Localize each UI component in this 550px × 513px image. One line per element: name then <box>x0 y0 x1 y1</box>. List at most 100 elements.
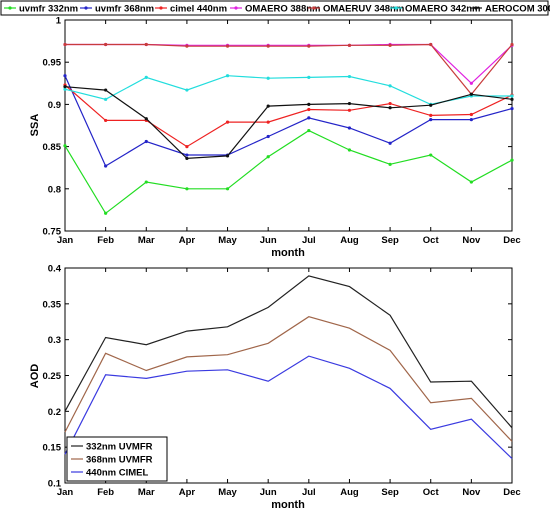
aod-series-440nm-cimel <box>64 355 513 460</box>
aod-xtick-label: Jul <box>302 487 316 498</box>
ssa-point-omaero-342nm <box>104 97 108 101</box>
ssa-point-uvmfr-332nm <box>144 180 148 184</box>
aod-xtick-label: Jan <box>57 487 74 498</box>
aod-legend-box <box>66 436 168 482</box>
ssa-point-uvmfr-368nm <box>347 126 352 130</box>
aod-legend-item-332nm-uvmfr: 332nm UVMFR <box>71 442 153 453</box>
aod-xtick-label: Feb <box>97 487 114 498</box>
ssa-point-aerocom-300nm <box>510 97 514 101</box>
ssa-point-aerocom-300nm <box>225 154 230 158</box>
ssa-point-aerocom-300nm <box>63 85 67 89</box>
ssa-ylabel: SSA <box>29 114 41 137</box>
ssa-line-uvmfr-332nm <box>64 129 513 215</box>
aod-legend-label: 332nm UVMFR <box>86 442 153 453</box>
aod-line-368nm-uvmfr <box>64 316 513 442</box>
ssa-point-uvmfr-368nm <box>388 141 392 145</box>
ssa-point-cimel-440nm <box>469 112 473 117</box>
aod-xtick-label: Mar <box>138 487 155 498</box>
ssa-point-uvmfr-332nm <box>225 187 230 191</box>
aod-line-332nm-uvmfr <box>64 275 513 429</box>
top-legend-label: uvmfr 368nm <box>95 4 154 15</box>
ssa-point-aerocom-300nm <box>347 101 352 106</box>
ssa-ytick-label: 0.95 <box>43 58 62 69</box>
ssa-xtick-label: Feb <box>97 235 114 246</box>
aod-ytick-label: 0.15 <box>43 443 62 454</box>
ssa-point-cimel-440nm <box>266 120 270 124</box>
ssa-point-omaero-342nm <box>266 76 270 80</box>
top-legend-label: cimel 440nm <box>170 4 227 15</box>
aod-ytick-label: 0.3 <box>48 335 61 346</box>
top-legend-marker <box>84 6 88 10</box>
ssa-xtick-label: Dec <box>503 235 520 246</box>
aod-xtick-label: Nov <box>462 487 481 498</box>
ssa-point-cimel-440nm <box>104 118 108 123</box>
ssa-ytick-label: 0.9 <box>48 100 61 111</box>
ssa-xtick-label: Jan <box>57 235 74 246</box>
ssa-point-uvmfr-332nm <box>429 153 433 157</box>
ssa-ytick-label: 0.75 <box>43 227 62 238</box>
aod-xtick-label: Aug <box>340 487 359 498</box>
ssa-series-aerocom-300nm <box>63 85 514 161</box>
ssa-point-uvmfr-332nm <box>185 187 189 191</box>
aod-legend-label: 368nm UVMFR <box>86 455 153 466</box>
aod-series-368nm-uvmfr <box>64 316 513 442</box>
ssa-point-uvmfr-332nm <box>266 155 270 159</box>
ssa-xtick-label: Nov <box>462 235 481 246</box>
aod-xtick-label: Dec <box>503 487 520 498</box>
top-legend-item-cimel-440nm: cimel 440nm <box>155 4 227 15</box>
ssa-point-uvmfr-368nm <box>144 139 148 144</box>
top-legend-label: OMAERUV 348nm <box>323 4 404 15</box>
aod-legend-item-440nm-cimel: 440nm CIMEL <box>71 468 148 479</box>
ssa-xlabel: month <box>271 247 305 259</box>
ssa-point-uvmfr-368nm <box>307 116 311 120</box>
aod-xtick-label: Apr <box>179 487 196 498</box>
aod-xtick-label: Jun <box>260 487 277 498</box>
ssa-point-omaero-342nm <box>388 84 392 88</box>
aod-legend-label: 440nm CIMEL <box>86 468 148 479</box>
top-legend-marker <box>312 6 316 10</box>
ssa-xtick-label: Jun <box>260 235 277 246</box>
ssa-point-uvmfr-332nm <box>510 158 514 162</box>
ssa-chart: Jan Feb Mar Apr May Jun Jul Aug Sep Oct Nov Dec 0.75… <box>29 16 521 260</box>
top-legend-item-uvmfr-332nm: uvmfr 332nm <box>4 4 78 15</box>
top-legend: uvmfr 332nm uvmfr 368nm cimel 440nm OMAERO … <box>0 0 550 16</box>
aod-xtick-label: Sep <box>381 487 399 498</box>
ssa-line-cimel-440nm <box>64 84 513 148</box>
ssa-point-omaeruv-348nm <box>388 43 392 47</box>
aod-xtick-label: May <box>218 487 237 498</box>
ssa-ytick-label: 0.85 <box>43 142 62 153</box>
top-legend-item-omaeruv-348nm: OMAERUV 348nm <box>308 4 404 15</box>
ssa-point-omaeruv-348nm <box>347 43 352 47</box>
ssa-point-omaero-342nm <box>144 75 148 79</box>
ssa-point-omaeruv-348nm <box>225 44 230 48</box>
top-legend-marker <box>474 6 478 10</box>
top-legend-marker <box>394 6 398 10</box>
aod-legend: 332nm UVMFR 368nm UVMFR 440nm CIMEL <box>66 436 168 482</box>
ssa-xtick-label: Mar <box>138 235 155 246</box>
ssa-point-omaero-342nm <box>225 74 230 78</box>
ssa-plot-area <box>64 19 513 232</box>
ssa-point-omaeruv-348nm <box>307 44 311 48</box>
ssa-point-uvmfr-332nm <box>469 180 473 184</box>
aod-ytick-label: 0.4 <box>48 264 62 275</box>
ssa-point-omaero-342nm <box>185 88 189 92</box>
top-legend-label: AEROCOM 300nm <box>485 4 550 15</box>
aod-xtick-label: Oct <box>423 487 440 498</box>
ssa-point-omaeruv-348nm <box>104 42 108 47</box>
ssa-xtick-label: May <box>218 235 237 246</box>
aod-ytick-label: 0.2 <box>48 407 61 418</box>
ssa-xtick-label: Sep <box>381 235 399 246</box>
ssa-point-uvmfr-368nm <box>185 153 189 157</box>
ssa-point-uvmfr-368nm <box>469 117 473 122</box>
ssa-point-uvmfr-368nm <box>266 134 270 139</box>
aod-ytick-label: 0.25 <box>43 371 62 382</box>
ssa-xtick-label: Aug <box>340 235 359 246</box>
top-legend-item-uvmfr-368nm: uvmfr 368nm <box>80 4 154 15</box>
ssa-point-omaeruv-348nm <box>266 44 270 48</box>
ssa-point-omaeruv-348nm <box>144 42 148 47</box>
ssa-point-omaero-388nm <box>469 81 473 85</box>
aod-series-332nm-uvmfr <box>64 275 513 429</box>
ssa-line-omaeruv-348nm <box>65 43 513 96</box>
ssa-line-aerocom-300nm <box>64 86 513 160</box>
